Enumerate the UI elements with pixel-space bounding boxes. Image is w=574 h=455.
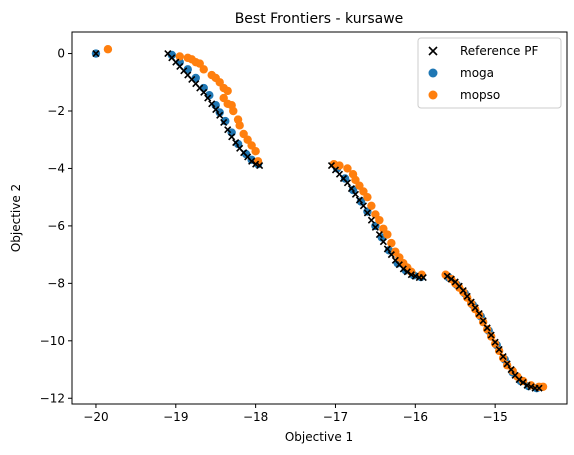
mopso-point — [103, 45, 113, 54]
reference-pf-point — [359, 202, 367, 210]
mopso-point — [251, 147, 260, 156]
y-tick-label: −12 — [40, 391, 65, 405]
reference-pf-point — [220, 118, 228, 127]
reference-pf-point — [232, 139, 240, 147]
legend-marker-mopso — [428, 90, 438, 100]
reference-pf-point — [383, 245, 391, 253]
reference-pf-point — [228, 133, 236, 141]
y-tick-label: −10 — [40, 334, 65, 348]
reference-pf-point — [375, 230, 383, 239]
reference-pf-point — [363, 209, 371, 217]
mopso-point — [538, 382, 548, 391]
y-tick-label: −6 — [47, 219, 65, 233]
y-axis-label: Objective 2 — [9, 184, 23, 252]
mopso-point — [383, 230, 392, 239]
y-tick-label: −8 — [47, 276, 65, 290]
reference-pf-point — [212, 105, 220, 114]
x-tick-label: −20 — [83, 410, 108, 424]
reference-pf-point — [463, 292, 471, 300]
reference-pf-point — [475, 309, 483, 318]
legend: Reference PF moga mopso — [417, 37, 562, 109]
reference-pf-point — [523, 381, 531, 389]
mopso-point — [375, 215, 384, 225]
reference-pf-point — [411, 272, 419, 280]
reference-pf-point — [479, 317, 487, 325]
y-tick-label: −2 — [47, 104, 65, 118]
y-tick-label: 0 — [57, 47, 65, 61]
reference-pf-point — [204, 94, 212, 102]
y-axis-ticks: 0 −2 −4 −6 −8 −10 −12 — [40, 47, 72, 405]
x-tick-label: −18 — [243, 410, 268, 424]
reference-pf-point — [351, 190, 359, 198]
mopso-point — [235, 121, 244, 130]
x-tick-label: −19 — [163, 410, 188, 424]
mopso-point — [498, 353, 508, 363]
mopso-point — [175, 52, 184, 61]
x-axis-label: Objective 1 — [285, 430, 353, 444]
reference-pf-point — [419, 274, 427, 282]
mopso-point — [387, 238, 396, 248]
reference-pf-point — [471, 304, 479, 312]
chart-title: Best Frontiers - kursawe — [235, 11, 404, 27]
reference-pf-point — [371, 223, 379, 231]
mopso-point — [478, 317, 488, 327]
legend-box — [417, 37, 562, 109]
mopso-point — [363, 192, 372, 202]
x-tick-label: −15 — [482, 410, 507, 424]
reference-pf-point — [491, 338, 499, 346]
plot-markers — [91, 45, 548, 393]
moga-point — [167, 50, 176, 60]
x-tick-label: −16 — [403, 410, 428, 424]
mopso-point — [343, 164, 352, 173]
reference-pf-point — [355, 196, 363, 204]
legend-label-reference-pf: Reference PF — [460, 44, 538, 58]
mopso-point — [229, 106, 238, 116]
mopso-point — [486, 332, 496, 341]
reference-pf-point — [487, 331, 495, 339]
reference-pf-point — [527, 383, 535, 391]
reference-pf-point — [252, 160, 260, 168]
reference-pf-point — [347, 184, 356, 193]
reference-pf-point — [92, 49, 100, 58]
reference-pf-point — [535, 384, 543, 392]
mopso-point — [199, 65, 208, 74]
moga-point — [183, 65, 192, 74]
moga-point — [191, 73, 200, 83]
reference-pf-point — [407, 271, 415, 279]
moga-point — [340, 174, 350, 183]
mopso-point — [490, 339, 500, 348]
mopso-point — [482, 325, 492, 334]
y-tick-label: −4 — [47, 161, 65, 175]
reference-pf-point — [367, 216, 375, 224]
reference-pf-point — [208, 100, 216, 108]
legend-marker-reference-pf — [428, 46, 438, 56]
reference-pf-point — [459, 286, 467, 295]
reference-pf-point — [495, 345, 503, 353]
reference-pf-point — [216, 111, 224, 119]
reference-pf-point — [507, 365, 515, 374]
reference-pf-point — [379, 238, 387, 246]
mopso-point — [494, 346, 504, 356]
reference-pf-point — [467, 298, 475, 306]
plot-frame — [71, 31, 568, 405]
reference-pf-point — [499, 353, 507, 361]
legend-label-mopso: mopso — [460, 88, 500, 102]
reference-pf-point — [256, 162, 264, 170]
legend-label-moga: moga — [460, 66, 494, 80]
reference-pf-point — [200, 88, 208, 96]
x-tick-label: −17 — [323, 410, 348, 424]
mopso-point — [474, 310, 484, 320]
mopso-point — [367, 201, 376, 210]
reference-pf-point — [387, 251, 395, 259]
reference-pf-point — [483, 324, 491, 332]
reference-pf-point — [224, 126, 232, 134]
reference-pf-point — [343, 179, 352, 187]
x-axis-ticks: −20 −19 −18 −17 −16 −15 — [83, 404, 508, 424]
reference-pf-point — [503, 360, 511, 368]
mopso-point — [223, 86, 232, 96]
legend-marker-moga — [428, 68, 438, 78]
